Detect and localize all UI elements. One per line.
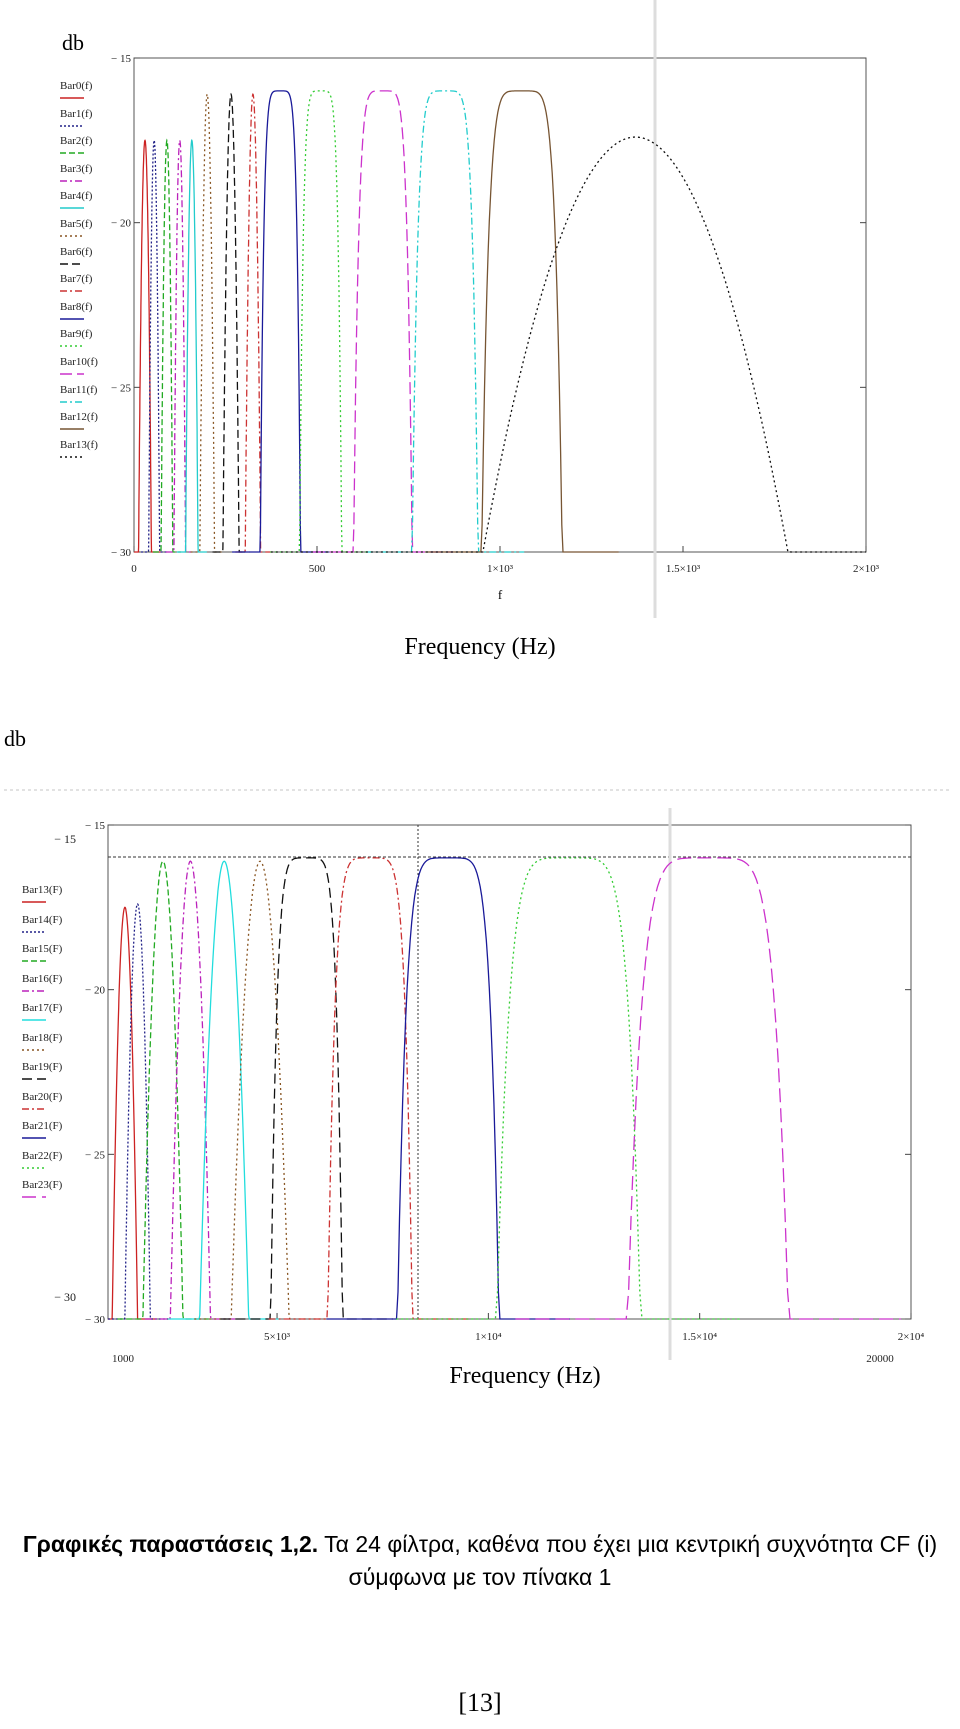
caption-line2: σύμφωνα με τον πίνακα 1 bbox=[348, 1564, 612, 1591]
figure1-xtick: 0 bbox=[131, 563, 137, 575]
figure2-legend-item: Bar17(F) bbox=[22, 1002, 63, 1021]
figure2-series-bar20f bbox=[268, 857, 472, 1320]
figure1-x-axis-var: f bbox=[498, 587, 503, 602]
figure1-xtick: 2×10³ bbox=[853, 563, 880, 575]
figure2-legend-item: Bar23(F) bbox=[22, 1179, 63, 1198]
figure1-series-bar6f bbox=[212, 92, 250, 553]
figure1-series-bar3f bbox=[165, 138, 194, 553]
figure2-legend-item: Bar14(F) bbox=[22, 913, 63, 933]
figure1-legend-item: Bar1(f) bbox=[60, 107, 93, 127]
figure2-legend-item: Bar19(F) bbox=[22, 1061, 63, 1080]
figure1-series-bar9f bbox=[270, 90, 372, 553]
figure1-legend: Bar0(f) Bar1(f) Bar2(f) Bar3(f) Bar4(f) Bar5(… bbox=[60, 80, 120, 470]
figure-caption: Γραφικές παραστάσεις 1,2. Τα 24 φίλτρα, … bbox=[0, 1528, 960, 1595]
figure2-legend-item: Bar22(F) bbox=[22, 1149, 63, 1169]
figure2-ytick-outer: − 30 bbox=[54, 1290, 76, 1304]
figure2-plot-frame bbox=[107, 824, 912, 1320]
figure2-series-bar15f bbox=[117, 860, 209, 1320]
figure2-series-bar14f bbox=[108, 903, 168, 1320]
figure2-series-bar23f bbox=[515, 857, 901, 1320]
figure1-series-bar1f bbox=[141, 138, 168, 553]
figure1-xtick: 1×10³ bbox=[487, 563, 514, 575]
figure2-legend-item: Bar20(F) bbox=[22, 1090, 63, 1110]
figure1-legend-item: Bar5(f) bbox=[60, 218, 93, 237]
figure2-xlabel: Frequency (Hz) bbox=[449, 1363, 601, 1389]
figure1-legend-item: Bar2(f) bbox=[60, 135, 93, 154]
figure2-xtick: 5×10³ bbox=[264, 1331, 291, 1343]
figure1-legend-item: Bar13(f) bbox=[60, 438, 98, 458]
figure1-series-bar12f bbox=[425, 90, 619, 553]
caption-text: Τα 24 φίλτρα, καθένα που έχει μια κεντρι… bbox=[318, 1531, 938, 1557]
figure2-legend-item: Bar15(F) bbox=[22, 943, 63, 962]
figure2-ytick-outer: − 15 bbox=[54, 832, 76, 846]
figure2-series-bar17f bbox=[168, 860, 280, 1320]
figure1-series-bar2f bbox=[152, 138, 181, 553]
figure1-legend-item: Bar10(f) bbox=[60, 356, 98, 375]
figure2-legend-item: Bar18(F) bbox=[22, 1031, 63, 1051]
figure2-series-bar22f bbox=[396, 857, 742, 1320]
figure1-xtick: 1.5×10³ bbox=[666, 563, 701, 575]
figure1-legend-item: Bar6(f) bbox=[60, 245, 93, 265]
figure1-chart: − 15 − 20 − 25 − 300 500 1×10³ 1.5×10³ 2×10³ f bbox=[111, 0, 880, 618]
figure1-legend-item: Bar11(f) bbox=[60, 383, 98, 403]
figure2-xtick: 2×10⁴ bbox=[898, 1331, 925, 1343]
figure1-ytick: − 20 bbox=[111, 218, 131, 230]
figure1-legend-item: Bar0(f) bbox=[60, 80, 93, 99]
figure1-series-bar5f bbox=[190, 92, 224, 553]
figure2-legend-item: Bar16(F) bbox=[22, 972, 63, 992]
figure1-legend-item: Bar8(f) bbox=[60, 300, 93, 320]
figure2-series-bar13f bbox=[108, 906, 156, 1320]
figure1-legend-item: Bar9(f) bbox=[60, 328, 93, 348]
figure2-legend-item: Bar13(F) bbox=[22, 884, 63, 903]
figure1-legend-item: Bar3(f) bbox=[60, 162, 93, 182]
figure2-ytick: − 30 bbox=[85, 1314, 105, 1326]
figure2-ytick: − 15 bbox=[85, 820, 105, 832]
figure1-legend-item: Bar7(f) bbox=[60, 273, 93, 292]
figure2-series-bar16f bbox=[144, 860, 237, 1320]
figure2-ylabel: db bbox=[4, 726, 26, 751]
figure1-series-bar4f bbox=[176, 138, 207, 553]
page-number: [13] bbox=[458, 1688, 502, 1717]
figure1-ytick: − 15 bbox=[111, 53, 131, 65]
figure1-xtick: 500 bbox=[309, 563, 326, 575]
figure1-ylabel: db bbox=[62, 30, 84, 55]
figure2-xlimit-max: 20000 bbox=[866, 1353, 894, 1365]
figure2-xtick: 1×10⁴ bbox=[475, 1331, 502, 1343]
figure2-xtick: 1.5×10⁴ bbox=[682, 1331, 717, 1343]
figure2-chart: − 15 − 20 − 25 − 30 − 15 − 30 5×10³ 1×10⁴ 1.5×10… bbox=[4, 789, 950, 1365]
figure1-series-bar8f bbox=[232, 90, 329, 553]
figure1-legend-item: Bar12(f) bbox=[60, 411, 98, 430]
figure1-series-bar10f bbox=[312, 90, 454, 553]
figure1-ytick: − 30 bbox=[111, 547, 131, 559]
figure2-legend: Bar13(F) Bar14(F) Bar15(F) Bar16(F) Bar17(F)… bbox=[22, 884, 92, 1214]
figure1-legend-item: Bar4(f) bbox=[60, 190, 93, 210]
figure2-series-bar21f bbox=[326, 857, 570, 1320]
figure1-series-bar11f bbox=[366, 90, 525, 553]
figure1-plot-frame bbox=[133, 57, 867, 553]
figure2-series-bar18f bbox=[194, 860, 327, 1320]
figure2-ytick: − 20 bbox=[85, 985, 105, 997]
figure2-legend-item: Bar21(F) bbox=[22, 1120, 63, 1139]
caption-bold: Γραφικές παραστάσεις 1,2. bbox=[22, 1531, 319, 1557]
figure2-xlimit-min: 1000 bbox=[112, 1353, 135, 1365]
figure1-xlabel: Frequency (Hz) bbox=[404, 634, 556, 660]
figure2-ytick: − 25 bbox=[85, 1149, 105, 1161]
figure1-ytick: − 25 bbox=[111, 382, 131, 394]
